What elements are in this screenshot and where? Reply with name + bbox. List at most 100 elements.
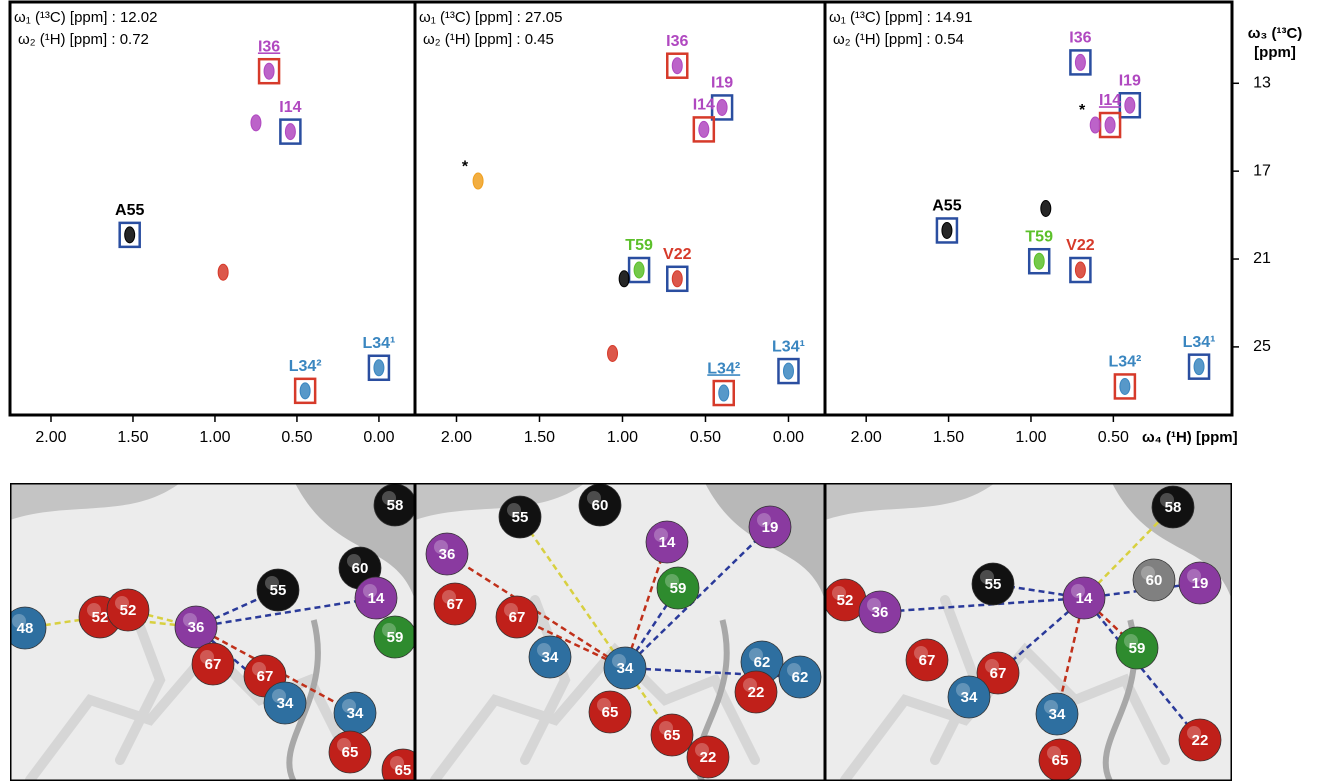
residue-label: 22 <box>1192 732 1209 749</box>
residue-label: 19 <box>1192 575 1209 592</box>
peak <box>1034 253 1044 269</box>
peak-label: V22 <box>1066 237 1095 254</box>
peak <box>285 124 295 140</box>
x-tick-label: 0.50 <box>281 429 312 446</box>
x-axis-title: ω₄ (¹H) [ppm] <box>1142 429 1238 446</box>
residue-label: 22 <box>748 684 765 701</box>
residue-label: 60 <box>1146 572 1163 589</box>
residue-label: 52 <box>120 602 137 619</box>
structure-panel: 55601419365967673434626222656522 <box>415 483 825 781</box>
peak-label: I19 <box>711 75 733 92</box>
peak <box>251 115 261 131</box>
y-tick-label: 25 <box>1253 338 1271 355</box>
x-tick-label: 1.50 <box>524 429 555 446</box>
annotation: ω₂ (¹H) [ppm] : 0.72 <box>18 31 149 48</box>
residue-label: 34 <box>1049 706 1066 723</box>
annotation: ω₁ (¹³C) [ppm] : 12.02 <box>14 9 157 26</box>
residue-label: 67 <box>919 652 936 669</box>
peak <box>1075 262 1085 278</box>
residue-label: 14 <box>368 590 385 607</box>
peak-label: I14 <box>279 99 301 116</box>
peak <box>125 227 135 243</box>
peak <box>719 385 729 401</box>
residue-label: 59 <box>1129 640 1146 657</box>
y-tick-label: 21 <box>1253 250 1271 267</box>
x-tick-label: 2.00 <box>441 429 472 446</box>
peak <box>1075 54 1085 70</box>
peak-label: I14 <box>1099 92 1121 109</box>
x-tick-label: 0.00 <box>773 429 804 446</box>
residue-label: 36 <box>872 604 889 621</box>
peak <box>672 58 682 74</box>
peak <box>1125 97 1135 113</box>
peak <box>619 271 629 287</box>
peak <box>634 262 644 278</box>
residue-label: 60 <box>592 497 609 514</box>
peak <box>1194 359 1204 375</box>
residue-label: 62 <box>754 654 771 671</box>
peak <box>717 99 727 115</box>
peak-label: L34² <box>1108 354 1141 371</box>
peak <box>608 345 618 361</box>
peak-label: T59 <box>625 237 653 254</box>
peak-label: L34¹ <box>362 335 395 352</box>
residue-label: 65 <box>602 704 619 721</box>
peak-label: I19 <box>1119 72 1141 89</box>
residue-label: 34 <box>277 695 294 712</box>
residue-label: 36 <box>439 546 456 563</box>
peak-label: L34² <box>289 358 322 375</box>
x-tick-label: 1.00 <box>199 429 230 446</box>
x-tick-label: 2.00 <box>35 429 66 446</box>
peak <box>699 121 709 137</box>
peak <box>1041 201 1051 217</box>
residue-label: 67 <box>447 596 464 613</box>
peak <box>1120 378 1130 394</box>
residue-label: 52 <box>92 609 109 626</box>
peak-label: I14 <box>693 97 715 114</box>
residue-label: 65 <box>664 727 681 744</box>
residue-label: 34 <box>617 660 634 677</box>
y-axis-title: ω₃ (¹³C) [ppm] <box>1240 24 1310 62</box>
panel-frame <box>10 2 415 415</box>
residue-label: 62 <box>792 669 809 686</box>
peak-label: I36 <box>666 33 688 50</box>
peak <box>1090 117 1100 133</box>
residue-label: 22 <box>700 749 717 766</box>
annotation: ω₁ (¹³C) [ppm] : 27.05 <box>419 9 562 26</box>
residue-label: 52 <box>837 592 854 609</box>
residue-label: 58 <box>1165 499 1182 516</box>
residue-label: 14 <box>1076 590 1093 607</box>
peak <box>942 222 952 238</box>
figure: ω₁ (¹³C) [ppm] : 12.02 ω₂ (¹H) [ppm] : 0.… <box>0 0 1318 781</box>
x-tick-label: 0.50 <box>690 429 721 446</box>
residue-label: 14 <box>659 534 676 551</box>
peak <box>1105 117 1115 133</box>
annotation: ω₁ (¹³C) [ppm] : 14.91 <box>829 9 972 26</box>
residue-label: 65 <box>342 744 359 761</box>
figure-canvas: ω₁ (¹³C) [ppm] : 12.02 ω₂ (¹H) [ppm] : 0.… <box>0 0 1318 781</box>
residue-label: 34 <box>347 705 364 722</box>
residue-label: 55 <box>512 509 529 526</box>
x-tick-label: 1.00 <box>607 429 638 446</box>
peak <box>300 383 310 399</box>
peak <box>672 271 682 287</box>
panel-frame <box>415 2 825 415</box>
peak <box>473 173 483 189</box>
annotation: ω₂ (¹H) [ppm] : 0.45 <box>423 31 554 48</box>
residue-label: 59 <box>670 580 687 597</box>
residue-label: 67 <box>205 656 222 673</box>
residue-label: 67 <box>990 665 1007 682</box>
peak-label: A55 <box>932 198 961 215</box>
peak-marker: * <box>462 158 469 175</box>
residue-label: 58 <box>387 497 404 514</box>
annotation: ω₂ (¹H) [ppm] : 0.54 <box>833 31 964 48</box>
residue-label: 34 <box>542 649 559 666</box>
residue-label: 19 <box>762 519 779 536</box>
peak <box>264 63 274 79</box>
x-tick-label: 1.50 <box>933 429 964 446</box>
peak-label: I36 <box>258 38 280 55</box>
residue-label: 60 <box>352 560 369 577</box>
residue-label: 36 <box>188 619 205 636</box>
x-tick-label: 1.00 <box>1015 429 1046 446</box>
